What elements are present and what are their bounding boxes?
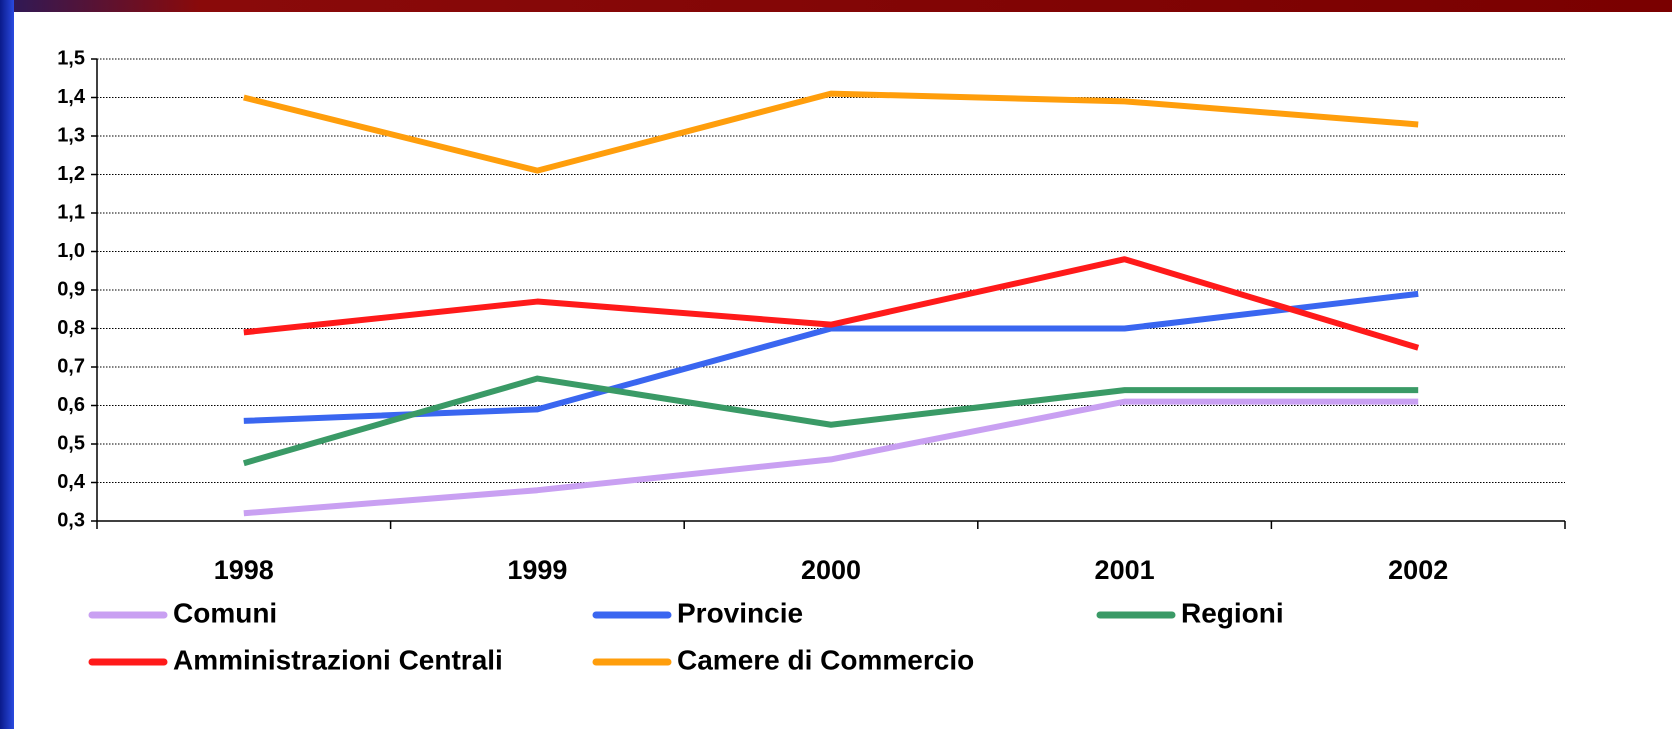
y-tick-label: 0,6 — [57, 394, 85, 416]
y-tick-label: 0,7 — [57, 355, 85, 377]
x-tick-label: 1998 — [214, 555, 274, 585]
series-line — [243, 398, 1419, 517]
y-tick-label: 0,5 — [57, 432, 85, 454]
series-line — [243, 290, 1419, 424]
legend-label: Regioni — [1181, 597, 1284, 628]
legend-label: Provincie — [677, 597, 803, 628]
plot: 0,3 0,4 0,5 0,6 0,7 0,8 0,9 1,0 1,1 1,2 1,3 1,4 1,5 1… — [57, 47, 1566, 675]
legend-label: Comuni — [173, 597, 277, 628]
x-tick-label: 1999 — [507, 555, 567, 585]
y-tick-label: 1,2 — [57, 163, 85, 185]
legend-label: Amministrazioni Centrali — [173, 644, 503, 675]
y-tick-label: 0,9 — [57, 278, 85, 300]
y-tick-label: 1,4 — [57, 86, 86, 108]
x-tick-label: 2002 — [1388, 555, 1448, 585]
y-tick-label: 0,8 — [57, 317, 85, 339]
y-tick-label: 1,5 — [57, 47, 85, 69]
legend-label: Camere di Commercio — [677, 644, 974, 675]
y-tick-label: 1,1 — [57, 201, 85, 223]
x-tick-label: 2000 — [801, 555, 861, 585]
series-line — [242, 375, 1419, 467]
y-tick-label: 1,0 — [57, 240, 85, 262]
series-line — [243, 90, 1419, 174]
top-bar — [0, 0, 1672, 12]
x-tick-label: 2001 — [1095, 555, 1155, 585]
y-tick-label: 0,3 — [57, 509, 85, 531]
y-tick-label: 1,3 — [57, 124, 85, 146]
y-tick-label: 0,4 — [57, 471, 86, 493]
left-bar — [0, 0, 14, 729]
series-line — [243, 256, 1420, 351]
